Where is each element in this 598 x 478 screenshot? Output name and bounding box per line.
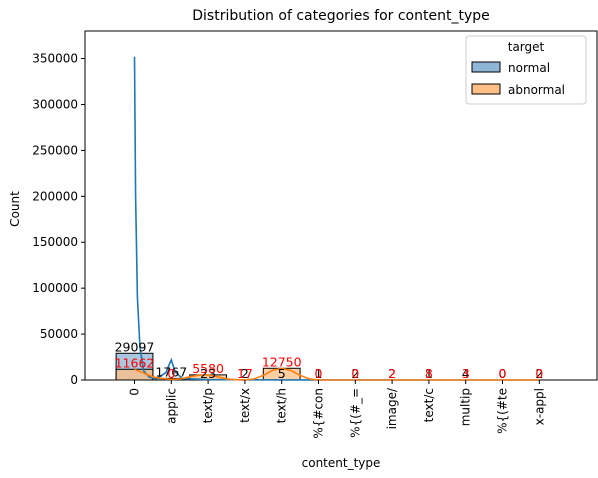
bar-label-normal: 0 (499, 366, 507, 381)
y-axis: 0 50000 100000 150000 200000 250000 300000 3500… (32, 52, 85, 387)
legend-label-abnormal: abnormal (508, 83, 565, 97)
legend-label-normal: normal (508, 61, 550, 75)
bar-label-normal: 1 (425, 366, 433, 381)
bar-label-abnormal: 2 (388, 366, 396, 381)
y-axis-label: Count (8, 191, 22, 227)
y-tick-label: 300000 (32, 97, 78, 111)
x-tick-label: text/c (422, 388, 436, 422)
bar-label-abnormal: 0 (351, 366, 359, 381)
bar-label-abnormal: 0 (315, 366, 323, 381)
bar-label-normal: 2 (351, 366, 359, 381)
x-tick-label: text/h (275, 388, 289, 423)
x-tick-label: text/p (201, 388, 215, 423)
legend-title: target (508, 40, 545, 54)
y-tick-label: 0 (70, 373, 78, 387)
bar-label-normal: 23 (200, 366, 216, 381)
x-tick-label: applic (164, 388, 178, 424)
y-tick-label: 250000 (32, 143, 78, 157)
bar-label-normal: 1767 (155, 364, 187, 379)
bar-label-abnormal: 3 (462, 366, 470, 381)
bar-label-normal: 4 (462, 366, 470, 381)
bar-label-abnormal: 11662 (115, 355, 155, 370)
x-tick-label: %{#con (312, 388, 326, 439)
x-axis: 0 applic text/p text/x text/h %{#con %{(#_= ima… (128, 380, 546, 439)
x-tick-label: %{(#_= (348, 388, 362, 438)
legend: target normal abnormal (465, 35, 587, 105)
y-tick-label: 50000 (40, 327, 78, 341)
bar-label-abnormal: 0 (535, 366, 543, 381)
chart-title: Distribution of categories for content_t… (192, 8, 489, 24)
x-tick-label: multip (459, 388, 473, 426)
bar-label-normal: 29097 (115, 339, 155, 354)
bar-label-abnormal: 8 (425, 366, 433, 381)
bar-label-normal: 1 (315, 366, 323, 381)
kde-line-abnormal (134, 367, 540, 381)
x-tick-label: image/ (385, 387, 399, 429)
legend-swatch-abnormal (471, 83, 501, 95)
x-tick-label: x-appl (532, 388, 546, 425)
x-tick-label: text/x (238, 388, 252, 423)
kde-line-normal (133, 56, 540, 381)
legend-swatch-normal (471, 61, 501, 73)
y-tick-label: 200000 (32, 189, 78, 203)
y-tick-label: 350000 (32, 52, 78, 66)
y-tick-label: 150000 (32, 235, 78, 249)
bar-label-abnormal: 12750 (262, 354, 302, 369)
bar-label-abnormal: 5580 (192, 361, 224, 376)
bar-label-abnormal: 17 (237, 366, 253, 381)
bar-label-normal: 5 (278, 366, 286, 381)
bar-label-normal: 2 (241, 366, 249, 381)
y-tick-label: 100000 (32, 281, 78, 295)
bar-label-abnormal: 0 (167, 366, 175, 381)
x-axis-label: content_type (302, 456, 381, 470)
x-tick-label: %{(#te (496, 388, 510, 434)
x-tick-label: 0 (128, 388, 142, 396)
bar-label-abnormal: 0 (499, 366, 507, 381)
bar-label-normal: 2 (388, 366, 396, 381)
bar-label-normal: 2 (535, 366, 543, 381)
